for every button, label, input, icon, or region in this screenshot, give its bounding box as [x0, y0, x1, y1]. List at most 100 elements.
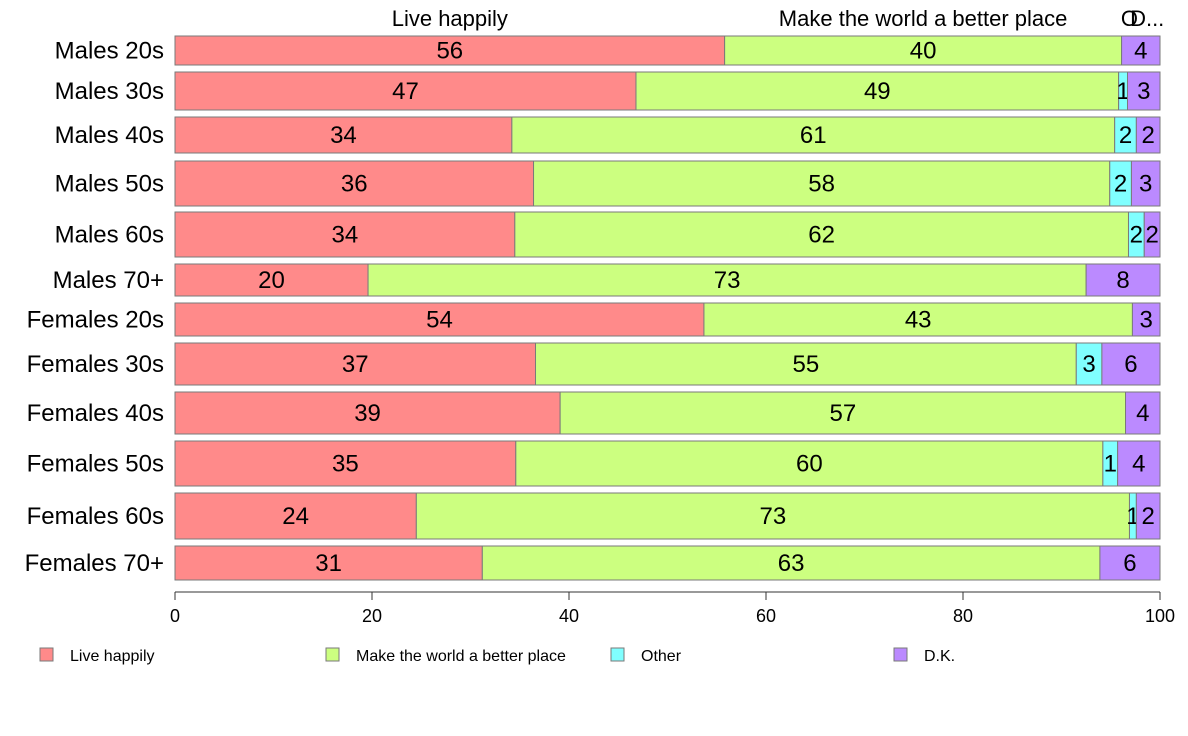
bar-live-happily	[174, 263, 369, 297]
data-label: 2	[1142, 503, 1155, 530]
bar-d-k	[1125, 391, 1161, 435]
bar-make-the-world-a-better-place	[514, 211, 1129, 258]
bar-row: 24 73 1 2	[174, 492, 1161, 540]
category-label: Males 30s	[55, 78, 164, 105]
data-label: 3	[1137, 78, 1150, 105]
data-label: 35	[332, 451, 359, 478]
data-label: 4	[1134, 38, 1147, 65]
legend-label: Live happily	[70, 648, 155, 665]
bars: 56 40 447 49 1 334 61 2 236 58 2 334 62 2 220 73 854 43 33…	[174, 35, 1161, 581]
bar-other	[1075, 342, 1103, 386]
bar-make-the-world-a-better-place	[635, 71, 1120, 111]
data-label: 62	[808, 222, 835, 249]
x-axis: 0 20 40 60 80 100	[170, 591, 1175, 626]
column-header-d-k: D...	[1130, 6, 1164, 31]
category-label: Females 50s	[27, 451, 164, 478]
legend-swatch	[893, 647, 908, 662]
data-label: 40	[910, 38, 937, 65]
data-label: 54	[426, 307, 453, 334]
x-tick-label: 20	[362, 606, 382, 626]
bar-d-k	[1099, 545, 1161, 581]
category-label: Males 40s	[55, 122, 164, 149]
column-header-make-the-world-a-better-place: Make the world a better place	[779, 6, 1068, 31]
data-label: 2	[1130, 222, 1143, 249]
category-label: Females 60s	[27, 503, 164, 530]
data-label: 34	[330, 122, 357, 149]
bar-live-happily	[174, 211, 516, 258]
legend: Live happily Make the world a better plac…	[39, 647, 955, 665]
bar-make-the-world-a-better-place	[559, 391, 1127, 435]
x-tick-label: 100	[1145, 606, 1175, 626]
data-label: 73	[760, 503, 787, 530]
bar-row: 39 57 4	[174, 391, 1161, 435]
bar-live-happily	[174, 545, 483, 581]
bar-d-k	[1143, 211, 1161, 258]
column-header-live-happily: Live happily	[392, 6, 508, 31]
bar-d-k	[1117, 440, 1161, 487]
data-label: 63	[778, 550, 805, 577]
category-label: Males 60s	[55, 222, 164, 249]
data-label: 20	[258, 267, 285, 294]
bar-d-k	[1131, 302, 1161, 337]
data-label: 39	[354, 400, 381, 427]
bar-d-k	[1135, 116, 1161, 154]
bar-d-k	[1085, 263, 1161, 297]
category-label: Females 70+	[25, 550, 164, 577]
bar-row: 34 61 2 2	[174, 116, 1161, 154]
bar-row: 35 60 1 4	[174, 440, 1161, 487]
data-label: 3	[1139, 171, 1152, 198]
legend-item-d-k: D.K.	[893, 647, 955, 665]
legend-item-live-happily: Live happily	[39, 647, 155, 665]
category-label: Females 30s	[27, 351, 164, 378]
x-tick-label: 0	[170, 606, 180, 626]
bar-row: 31 63 6	[174, 545, 1161, 581]
bar-row: 47 49 1 3	[174, 71, 1161, 111]
data-label: 34	[332, 222, 359, 249]
data-label: 1	[1104, 451, 1117, 478]
data-label: 8	[1116, 267, 1129, 294]
data-label: 24	[282, 503, 309, 530]
x-tick-label: 40	[559, 606, 579, 626]
legend-swatch	[39, 647, 54, 662]
data-label: 49	[864, 78, 891, 105]
bar-live-happily	[174, 492, 417, 540]
bar-d-k	[1135, 492, 1161, 540]
column-headers: Live happily Make the world a better plac…	[392, 6, 1165, 31]
bar-live-happily	[174, 342, 537, 386]
data-label: 56	[436, 38, 463, 65]
data-label: 58	[808, 171, 835, 198]
bar-row: 20 73 8	[174, 263, 1161, 297]
data-label: 2	[1142, 122, 1155, 149]
data-label: 2	[1145, 222, 1158, 249]
data-label: 61	[800, 122, 827, 149]
legend-swatch	[610, 647, 625, 662]
bar-row: 36 58 2 3	[174, 160, 1161, 207]
bar-row: 34 62 2 2	[174, 211, 1161, 258]
legend-label: Make the world a better place	[356, 648, 566, 665]
bar-make-the-world-a-better-place	[724, 35, 1123, 66]
x-tick-label: 80	[953, 606, 973, 626]
category-label: Females 20s	[27, 307, 164, 334]
bar-d-k	[1130, 160, 1161, 207]
data-label: 57	[829, 400, 856, 427]
bar-make-the-world-a-better-place	[533, 160, 1111, 207]
data-label: 36	[341, 171, 368, 198]
legend-label: D.K.	[924, 648, 955, 665]
bar-row: 54 43 3	[174, 302, 1161, 337]
x-tick-label: 60	[756, 606, 776, 626]
bar-live-happily	[174, 440, 517, 487]
data-label: 2	[1114, 171, 1127, 198]
data-label: 55	[793, 351, 820, 378]
legend-swatch	[325, 647, 340, 662]
data-label: 1	[1116, 78, 1129, 105]
row-labels: Males 20s Males 30s Males 40s Males 50s Male…	[25, 38, 164, 578]
data-label: 47	[392, 78, 419, 105]
data-label: 3	[1140, 307, 1153, 334]
bar-row: 56 40 4	[174, 35, 1161, 66]
bar-d-k	[1126, 71, 1161, 111]
data-label: 31	[315, 550, 342, 577]
bar-live-happily	[174, 160, 535, 207]
category-label: Males 20s	[55, 38, 164, 65]
data-label: 6	[1124, 351, 1137, 378]
